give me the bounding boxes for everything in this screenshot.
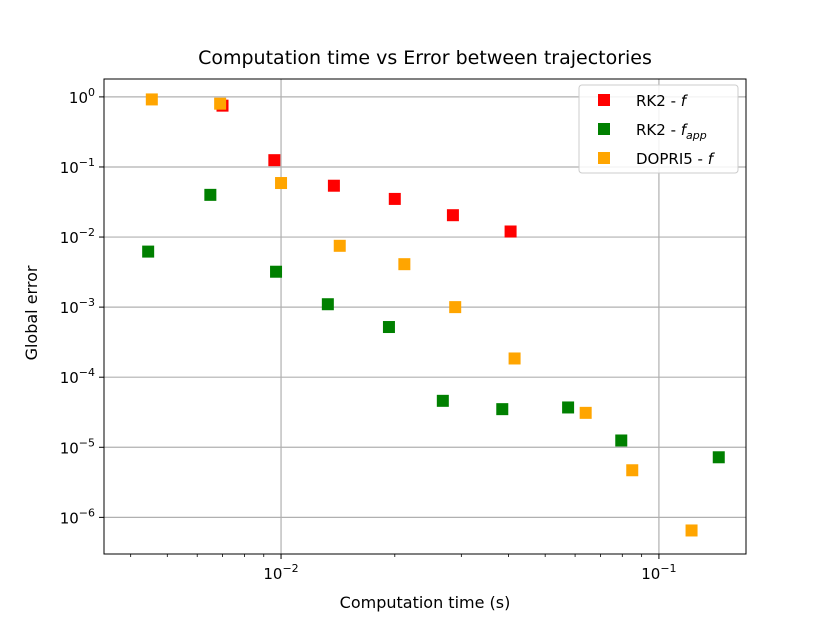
legend-box	[578, 84, 739, 174]
point-dopri5-f	[398, 258, 411, 271]
x-tick-label: 10−1	[641, 562, 676, 583]
y-tick-label: 10−4	[60, 366, 95, 387]
legend-marker	[598, 123, 610, 135]
point-dopri5-f	[449, 301, 462, 314]
grid	[104, 79, 746, 554]
point-rk2-f	[268, 154, 281, 167]
y-tick-label: 10−2	[60, 226, 95, 247]
y-tick-label: 10−1	[60, 156, 95, 177]
point-rk2-f-app	[496, 403, 509, 416]
chart-title: Computation time vs Error between trajec…	[198, 47, 652, 69]
point-rk2-f-app	[204, 188, 217, 201]
point-dopri5-f	[685, 524, 698, 537]
point-rk2-f	[504, 225, 517, 238]
x-tick-label: 10−2	[263, 562, 298, 583]
legend-label: RK2 - fapp	[636, 121, 707, 142]
point-rk2-f-app	[615, 434, 628, 447]
point-rk2-f-app	[436, 394, 449, 407]
x-axis-label: Computation time (s)	[340, 593, 511, 612]
point-rk2-f-app	[321, 298, 334, 311]
y-tick-label: 10−5	[60, 436, 95, 457]
point-rk2-f-app	[382, 321, 395, 334]
point-dopri5-f	[214, 97, 227, 110]
point-rk2-f	[388, 192, 401, 205]
y-tick-label: 100	[69, 86, 95, 107]
legend-marker	[598, 94, 610, 106]
point-dopri5-f	[626, 464, 639, 477]
point-rk2-f-app	[270, 265, 283, 278]
legend-marker	[598, 152, 610, 164]
axis-ticks: 10−2 10−1 100 10−1 10−2 10−3 10−4 10−5 10−6	[60, 86, 677, 583]
data-points	[142, 93, 725, 537]
plot-frame	[103, 78, 747, 555]
point-rk2-f-app	[142, 245, 155, 258]
legend-label: RK2 - f	[636, 92, 689, 110]
legend: RK2 - f RK2 - fapp DOPRI5 - f	[578, 84, 739, 174]
point-dopri5-f	[333, 239, 346, 252]
point-rk2-f	[446, 209, 459, 222]
point-dopri5-f	[275, 177, 288, 190]
y-axis-label: Global error	[22, 265, 41, 360]
point-dopri5-f	[579, 406, 592, 419]
y-tick-label: 10−6	[60, 506, 95, 527]
point-rk2-f-app	[712, 451, 725, 464]
point-rk2-f-app	[562, 401, 575, 414]
point-rk2-f	[327, 179, 340, 192]
point-dopri5-f	[145, 93, 158, 106]
point-dopri5-f	[508, 352, 521, 365]
legend-label: DOPRI5 - f	[636, 150, 716, 168]
y-tick-label: 10−3	[60, 296, 95, 317]
